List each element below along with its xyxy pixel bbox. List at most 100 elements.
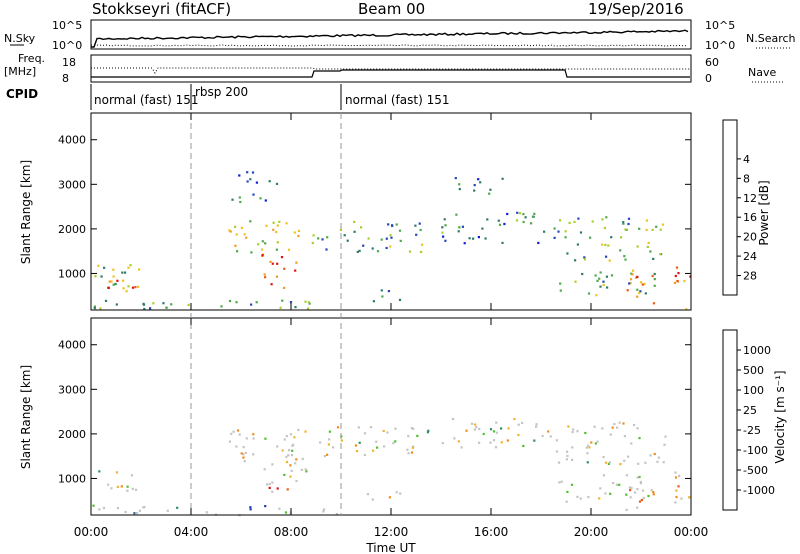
heatmap-cell	[126, 489, 129, 492]
heatmap-cell	[652, 493, 655, 496]
heatmap-cell	[481, 227, 484, 230]
heatmap-cell	[454, 177, 457, 180]
heatmap-cell	[353, 220, 356, 223]
heatmap-cell	[244, 451, 247, 454]
heatmap-cell	[268, 180, 271, 183]
heatmap-cell	[460, 446, 463, 449]
heatmap-cell	[535, 423, 538, 426]
heatmap-cell	[683, 280, 686, 283]
heatmap-cell	[294, 306, 297, 309]
heatmap-cell	[162, 302, 165, 305]
heatmap-cell	[443, 218, 446, 221]
heatmap-cell	[230, 432, 233, 435]
heatmap-cell	[205, 511, 208, 514]
heatmap-cell	[631, 273, 634, 276]
heatmap-cell	[451, 417, 455, 421]
heatmap-cell	[643, 282, 646, 286]
heatmap-cell	[618, 421, 621, 424]
velocity-ylabel: Slant Range [km]	[19, 365, 33, 469]
heatmap-cell	[122, 287, 125, 290]
heatmap-cell	[275, 182, 279, 185]
heatmap-cell	[416, 434, 419, 437]
heatmap-cell	[328, 430, 331, 433]
colorbar-tick-label: -25	[743, 424, 761, 437]
heatmap-cell	[638, 500, 642, 503]
heatmap-cell	[388, 496, 391, 499]
heatmap-cell	[389, 234, 392, 237]
heatmap-cell	[458, 226, 461, 229]
heatmap-cell	[335, 513, 338, 516]
heatmap-cell	[638, 437, 641, 440]
heatmap-cell	[604, 492, 607, 495]
heatmap-cell	[628, 282, 631, 285]
heatmap-cell	[642, 496, 645, 500]
heatmap-cell	[636, 427, 639, 430]
heatmap-cell	[689, 275, 692, 278]
heatmap-cell	[245, 236, 248, 239]
heatmap-cell	[326, 236, 329, 239]
heatmap-cell	[390, 236, 393, 239]
y-tick-label: 4000	[58, 339, 86, 352]
heatmap-cell	[372, 449, 375, 452]
heatmap-cell	[386, 431, 389, 434]
heatmap-cell	[138, 509, 141, 512]
nsearch-tick-top: 10^5	[705, 19, 735, 32]
heatmap-cell	[574, 259, 577, 262]
heatmap-cell	[131, 286, 135, 289]
heatmap-cell	[311, 241, 314, 245]
heatmap-cell	[319, 441, 322, 444]
heatmap-cell	[385, 246, 388, 250]
heatmap-cell	[560, 480, 563, 483]
heatmap-cell	[623, 255, 626, 258]
heatmap-cell	[285, 460, 289, 464]
heatmap-cell	[477, 236, 480, 239]
freq-panel-frame	[90, 54, 692, 83]
heatmap-cell	[133, 512, 136, 515]
heatmap-cell	[605, 255, 608, 258]
heatmap-cell	[307, 301, 310, 304]
heatmap-cell	[494, 446, 498, 449]
heatmap-cell	[238, 196, 241, 199]
heatmap-cell	[358, 441, 361, 444]
heatmap-cell	[609, 492, 612, 495]
heatmap-cell	[255, 181, 258, 184]
heatmap-cell	[677, 485, 680, 488]
heatmap-cell	[300, 468, 303, 471]
heatmap-cell	[609, 433, 612, 436]
heatmap-cell	[138, 268, 141, 271]
heatmap-cell	[636, 288, 639, 291]
heatmap-cell	[407, 452, 410, 455]
heatmap-cell	[473, 184, 476, 187]
heatmap-cell	[363, 432, 367, 435]
heatmap-cell	[573, 220, 576, 223]
heatmap-cell	[675, 495, 678, 499]
heatmap-cell	[553, 236, 556, 239]
heatmap-cell	[412, 427, 415, 430]
colorbar-frame	[722, 329, 738, 511]
time-axis-label: Time UT	[365, 541, 416, 554]
power-colorbar: 28 24 20 16 12 8 4	[722, 119, 757, 296]
heatmap-cell	[280, 256, 284, 259]
heatmap-cell	[473, 428, 476, 431]
heatmap-cell	[641, 489, 645, 492]
heatmap-cell	[680, 497, 683, 500]
freq-tick-top: 18	[62, 56, 76, 69]
y-tick-label: 3000	[58, 383, 86, 396]
heatmap-cell	[500, 441, 503, 444]
heatmap-cell	[269, 260, 272, 263]
heatmap-cell	[420, 250, 423, 253]
heatmap-cell	[678, 474, 681, 477]
heatmap-cell	[131, 487, 134, 490]
heatmap-cell	[636, 488, 639, 491]
heatmap-cell	[419, 228, 422, 232]
heatmap-cell	[622, 222, 625, 225]
heatmap-cell	[354, 444, 357, 447]
heatmap-cell	[607, 244, 610, 247]
heatmap-cell	[610, 236, 613, 239]
heatmap-cell	[474, 423, 477, 426]
heatmap-cell	[674, 274, 677, 278]
heatmap-cell	[624, 228, 627, 231]
colorbar-tick-label: 28	[743, 270, 757, 283]
heatmap-cell	[619, 463, 622, 466]
heatmap-cell	[165, 306, 168, 309]
